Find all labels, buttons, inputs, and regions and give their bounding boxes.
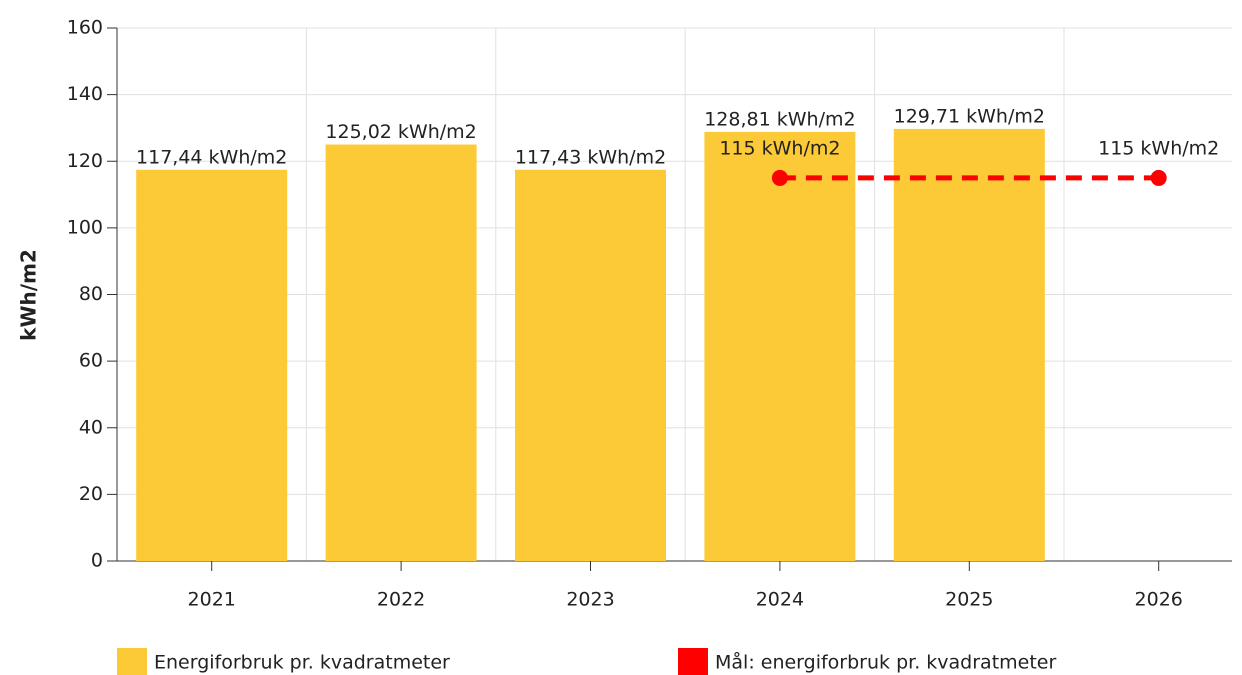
y-axis-title: kWh/m2 — [17, 249, 41, 341]
y-tick-label: 40 — [79, 416, 103, 438]
legend-swatch — [117, 648, 147, 675]
y-tick-label: 140 — [67, 83, 103, 105]
y-tick-label: 100 — [67, 216, 103, 238]
data-label: 115 kWh/m2 — [719, 137, 840, 159]
y-tick-label: 60 — [79, 350, 103, 372]
legend-label: Mål: energiforbruk pr. kvadratmeter — [715, 651, 1056, 674]
line-marker — [1150, 169, 1167, 186]
data-label: 128,81 kWh/m2 — [704, 108, 855, 130]
data-label: 117,43 kWh/m2 — [515, 146, 666, 168]
y-tick-label: 160 — [67, 17, 103, 39]
line-marker — [771, 169, 788, 186]
y-tick-label: 80 — [79, 283, 103, 305]
bar — [136, 169, 288, 561]
y-tick-label: 20 — [79, 483, 103, 505]
data-label: 115 kWh/m2 — [1098, 137, 1219, 159]
x-tick-label: 2024 — [756, 589, 804, 611]
bar — [893, 128, 1045, 561]
legend-label: Energiforbruk pr. kvadratmeter — [154, 652, 450, 674]
data-label: 117,44 kWh/m2 — [136, 146, 287, 168]
data-label: 129,71 kWh/m2 — [894, 105, 1045, 127]
x-tick-label: 2022 — [377, 589, 425, 611]
bar — [325, 144, 477, 561]
x-tick-label: 2025 — [945, 589, 993, 611]
y-tick-label: 0 — [91, 550, 103, 572]
y-tick-label: 120 — [67, 150, 103, 172]
x-tick-label: 2026 — [1135, 589, 1183, 611]
bar — [704, 131, 856, 562]
data-label: 125,02 kWh/m2 — [325, 121, 476, 143]
x-tick-label: 2023 — [566, 589, 614, 611]
bar — [515, 169, 666, 561]
legend-swatch — [678, 648, 708, 675]
x-tick-label: 2021 — [188, 589, 236, 611]
